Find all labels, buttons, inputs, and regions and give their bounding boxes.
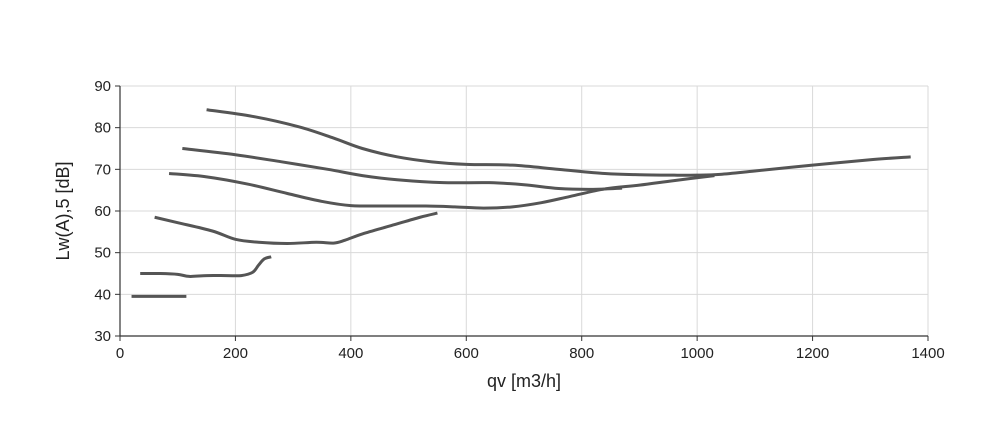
y-tick-label: 50 — [94, 245, 111, 262]
series-group — [131, 108, 911, 298]
x-axis-label: qv [m3/h] — [487, 371, 561, 391]
series-line-5 — [182, 147, 623, 191]
y-tick-label: 40 — [94, 286, 111, 303]
x-tick-label: 1400 — [911, 345, 944, 362]
y-tick-label: 60 — [94, 203, 111, 220]
y-tick-label: 70 — [94, 161, 111, 178]
series-line-6 — [206, 108, 911, 177]
x-tick-label: 400 — [338, 345, 363, 362]
x-tick-label: 1000 — [680, 345, 713, 362]
y-tick-label: 80 — [94, 120, 111, 137]
axes: 0 200 400 600 800 1000 1200 1400 30 40 50 60 70 80 90 — [94, 78, 944, 362]
x-tick-label: 0 — [116, 345, 124, 362]
x-tick-label: 200 — [223, 345, 248, 362]
y-tick-label: 90 — [94, 78, 111, 95]
y-tick-label: 30 — [94, 328, 111, 345]
x-tick-label: 1200 — [796, 345, 829, 362]
x-tick-label: 600 — [454, 345, 479, 362]
y-axis-label: Lw(A),5 [dB] — [53, 161, 73, 260]
grid — [120, 85, 929, 336]
series-line-2 — [140, 255, 272, 278]
x-tick-label: 800 — [569, 345, 594, 362]
series-line-3 — [154, 211, 438, 245]
series-line-4 — [168, 172, 715, 210]
